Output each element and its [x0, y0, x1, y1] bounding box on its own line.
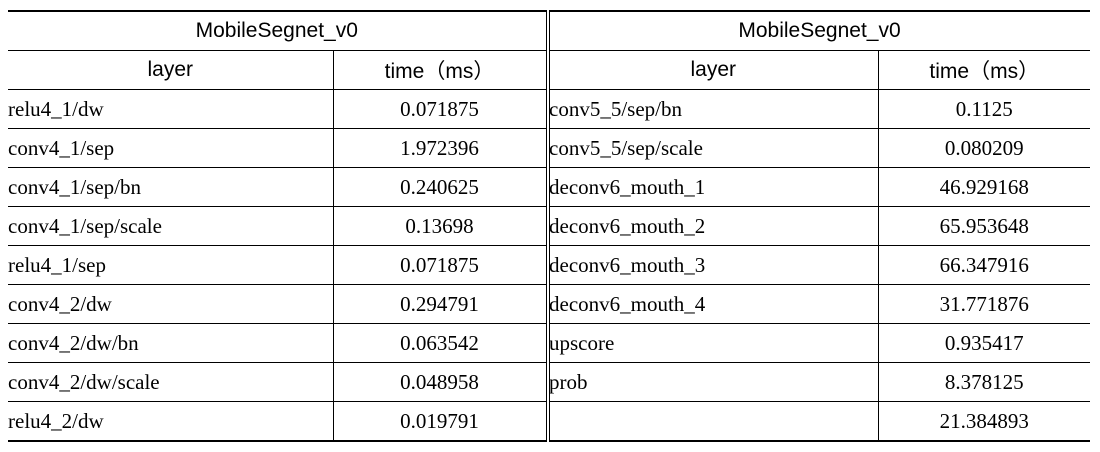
column-header-layer: layer — [8, 50, 334, 90]
table-row: conv5_5/sep/bn 0.1125 — [549, 89, 1090, 129]
table-row: conv4_2/dw/scale 0.048958 — [8, 362, 546, 402]
layer-cell: relu4_1/sep — [8, 245, 334, 285]
time-cell: 0.935417 — [878, 323, 1090, 363]
table-row: deconv6_mouth_3 66.347916 — [549, 245, 1090, 285]
column-header-layer: layer — [549, 50, 879, 90]
layer-cell: prob — [549, 362, 879, 402]
time-cell: 21.384893 — [878, 401, 1090, 442]
table-row: upscore 0.935417 — [549, 323, 1090, 363]
time-cell: 0.019791 — [333, 401, 546, 442]
table-row: conv4_1/sep/bn 0.240625 — [8, 167, 546, 207]
layer-cell: conv4_1/sep/scale — [8, 206, 334, 246]
table-row: conv4_1/sep/scale 0.13698 — [8, 206, 546, 246]
table-row: deconv6_mouth_1 46.929168 — [549, 167, 1090, 207]
time-cell: 8.378125 — [878, 362, 1090, 402]
time-cell: 0.13698 — [333, 206, 546, 246]
table-row: conv4_1/sep 1.972396 — [8, 128, 546, 168]
table-row: conv4_2/dw 0.294791 — [8, 284, 546, 324]
layer-cell: deconv6_mouth_3 — [549, 245, 879, 285]
table-row: conv4_2/dw/bn 0.063542 — [8, 323, 546, 363]
layer-cell: deconv6_mouth_1 — [549, 167, 879, 207]
layer-cell: conv5_5/sep/bn — [549, 89, 879, 129]
left-timing-table: MobileSegnet_v0 layer time（ms） relu4_1/d… — [8, 10, 547, 442]
time-cell: 0.071875 — [333, 245, 546, 285]
layer-cell: upscore — [549, 323, 879, 363]
time-cell: 0.071875 — [333, 89, 546, 129]
layer-cell: deconv6_mouth_2 — [549, 206, 879, 246]
layer-cell: relu4_2/dw — [8, 401, 334, 442]
table-row: deconv6_mouth_4 31.771876 — [549, 284, 1090, 324]
column-header-time: time（ms） — [333, 50, 546, 90]
layer-cell: conv4_1/sep/bn — [8, 167, 334, 207]
time-cell: 0.080209 — [878, 128, 1090, 168]
layer-cell: conv4_2/dw — [8, 284, 334, 324]
layer-cell: conv4_2/dw/bn — [8, 323, 334, 363]
time-cell: 1.972396 — [333, 128, 546, 168]
table-row: relu4_1/sep 0.071875 — [8, 245, 546, 285]
time-cell: 0.294791 — [333, 284, 546, 324]
layer-cell: conv4_2/dw/scale — [8, 362, 334, 402]
table-row: conv5_5/sep/scale 0.080209 — [549, 128, 1090, 168]
timing-table-container: MobileSegnet_v0 layer time（ms） relu4_1/d… — [0, 10, 1098, 442]
time-cell: 65.953648 — [878, 206, 1090, 246]
time-cell: 0.240625 — [333, 167, 546, 207]
table-title: MobileSegnet_v0 — [549, 10, 1090, 51]
column-header-time: time（ms） — [878, 50, 1090, 90]
time-cell: 0.063542 — [333, 323, 546, 363]
table-row: relu4_1/dw 0.071875 — [8, 89, 546, 129]
table-row: relu4_2/dw 0.019791 — [8, 401, 546, 442]
right-timing-table: MobileSegnet_v0 layer time（ms） conv5_5/s… — [549, 10, 1090, 442]
layer-cell: conv4_1/sep — [8, 128, 334, 168]
table-row: deconv6_mouth_2 65.953648 — [549, 206, 1090, 246]
table-row: 21.384893 — [549, 401, 1090, 442]
table-row: prob 8.378125 — [549, 362, 1090, 402]
time-cell: 0.048958 — [333, 362, 546, 402]
time-cell: 31.771876 — [878, 284, 1090, 324]
layer-cell: relu4_1/dw — [8, 89, 334, 129]
layer-cell — [549, 401, 879, 442]
time-cell: 66.347916 — [878, 245, 1090, 285]
table-title: MobileSegnet_v0 — [8, 10, 546, 51]
time-cell: 46.929168 — [878, 167, 1090, 207]
layer-cell: conv5_5/sep/scale — [549, 128, 879, 168]
layer-cell: deconv6_mouth_4 — [549, 284, 879, 324]
time-cell: 0.1125 — [878, 89, 1090, 129]
